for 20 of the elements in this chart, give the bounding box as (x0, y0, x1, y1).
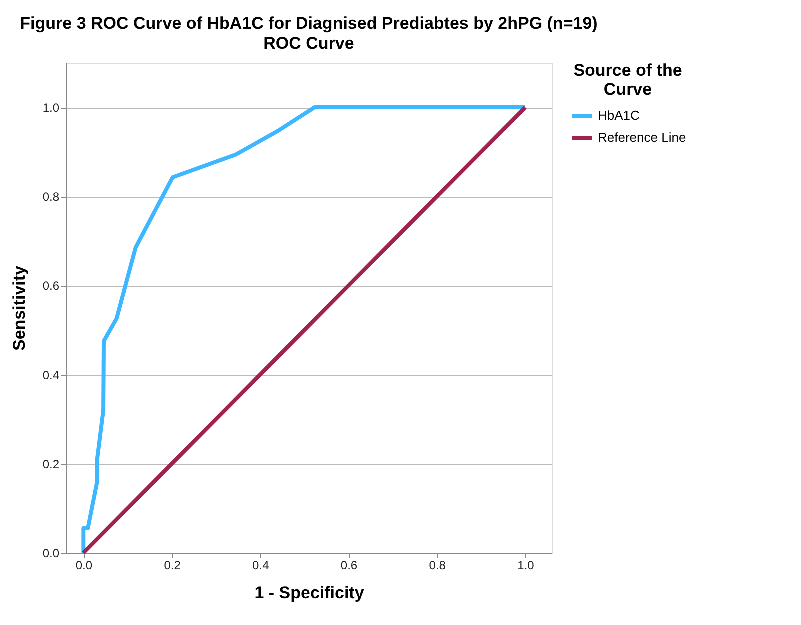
x-tick-label: 0.6 (340, 558, 358, 572)
legend-label: HbA1C (598, 108, 640, 123)
x-tick-label: 0.8 (429, 558, 446, 572)
chart-title: Figure 3 ROC Curve of HbA1C for Diagnised Prediabtes by 2hPG (n=19) (20, 14, 598, 33)
legend-label: Reference Line (598, 130, 686, 145)
line-series (82, 106, 528, 555)
chart-subtitle: ROC Curve (264, 34, 354, 53)
y-tick-label: 0.0 (42, 546, 60, 560)
x-tick-label: 0.4 (252, 558, 270, 572)
y-tick-label: 0.8 (42, 190, 60, 204)
legend-title: Source of the Curve (574, 61, 682, 99)
x-tick-label: 1.0 (518, 558, 535, 572)
y-axis-title: Sensitivity (10, 265, 29, 352)
y-tick-label: 0.2 (42, 457, 60, 472)
y-tick-label: 0.6 (42, 279, 60, 294)
y-tick-label: 1.0 (42, 101, 60, 116)
x-tick-label: 0.2 (164, 558, 182, 572)
x-axis-title: 1 - Specificity (254, 584, 365, 602)
x-tick-label: 0.0 (76, 558, 93, 572)
y-tick-label: 0.4 (42, 368, 60, 382)
